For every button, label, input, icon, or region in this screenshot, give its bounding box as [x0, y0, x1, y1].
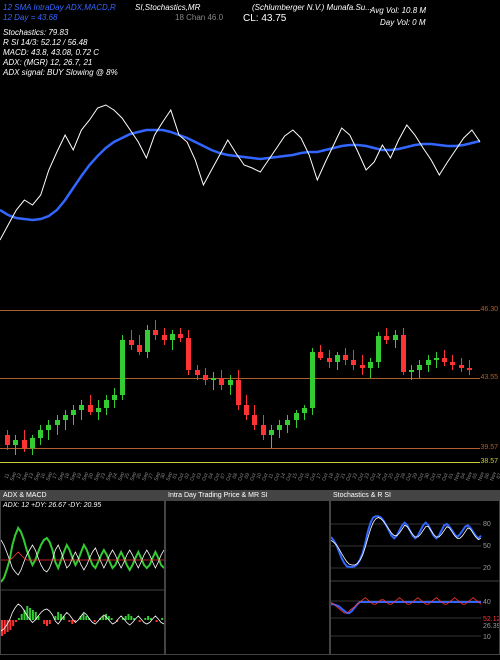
svg-text:80: 80 [483, 521, 491, 528]
svg-text:52.12: 52.12 [483, 616, 499, 623]
header-l2-mid: 18 Chan 46.0 [175, 13, 223, 22]
header-l2-left: 12 Day = 43.68 [3, 13, 57, 22]
y-axis-label: 46.30 [480, 306, 498, 313]
bottom-row: ADX & MACD ADX: 12 +DY: 26.67 -DY: 20.95… [0, 490, 500, 655]
header-rsi: R SI 14/3: 52.12 / 56.48 [3, 38, 88, 47]
header-avgvol: Avg Vol: 10.8 M [370, 6, 426, 15]
adx-panel-sub: ADX: 12 +DY: 26.67 -DY: 20.95 [1, 501, 164, 510]
header-dayvol: Day Vol: 0 M [380, 18, 426, 27]
y-axis-label: 38.57 [480, 458, 498, 465]
x-axis: 11 Sep12 Sep13 Sep16 Sep17 Sep18 Sep19 S… [0, 470, 500, 480]
y-axis-label: 39.57 [480, 444, 498, 451]
stoch-panel-title: Stochastics & R SI [331, 491, 499, 501]
svg-text:10: 10 [483, 634, 491, 641]
header-adx: ADX: (MGR) 12, 26.7, 21 [3, 58, 92, 67]
chart-header: 12 SMA IntraDay ADX,MACD,R SI,Stochastic… [0, 0, 500, 80]
candlestick-chart: 46.30 43.55 39.57 38.57 [0, 280, 500, 480]
ma-chart [0, 80, 500, 270]
svg-text:26.39: 26.39 [483, 623, 499, 630]
intraday-panel: Intra Day Trading Price & MR SI [165, 490, 330, 655]
header-macd: MACD: 43.8, 43.08, 0.72 C [3, 48, 99, 57]
y-axis-label: 43.55 [480, 374, 498, 381]
header-l1-r1: (Schlumberger N.V.) Munafa.Su... [252, 3, 372, 12]
header-l1-left: 12 SMA IntraDay ADX,MACD,R [3, 3, 116, 12]
header-close: CL: 43.75 [243, 13, 286, 24]
intra-panel-title: Intra Day Trading Price & MR SI [166, 491, 329, 501]
svg-text:20: 20 [483, 565, 491, 572]
svg-text:40: 40 [483, 599, 491, 606]
header-stoch: Stochastics: 79.83 [3, 28, 68, 37]
adx-macd-panel: ADX & MACD ADX: 12 +DY: 26.67 -DY: 20.95 [0, 490, 165, 655]
stochastics-panel: Stochastics & R SI 80 50 20 40 52.1226.39 10 [330, 490, 500, 655]
svg-text:50: 50 [483, 543, 491, 550]
header-l1-mid: SI,Stochastics,MR [135, 3, 200, 12]
adx-panel-title: ADX & MACD [1, 491, 164, 501]
header-adx-sig: ADX signal: BUY Slowing @ 8% [3, 68, 118, 77]
